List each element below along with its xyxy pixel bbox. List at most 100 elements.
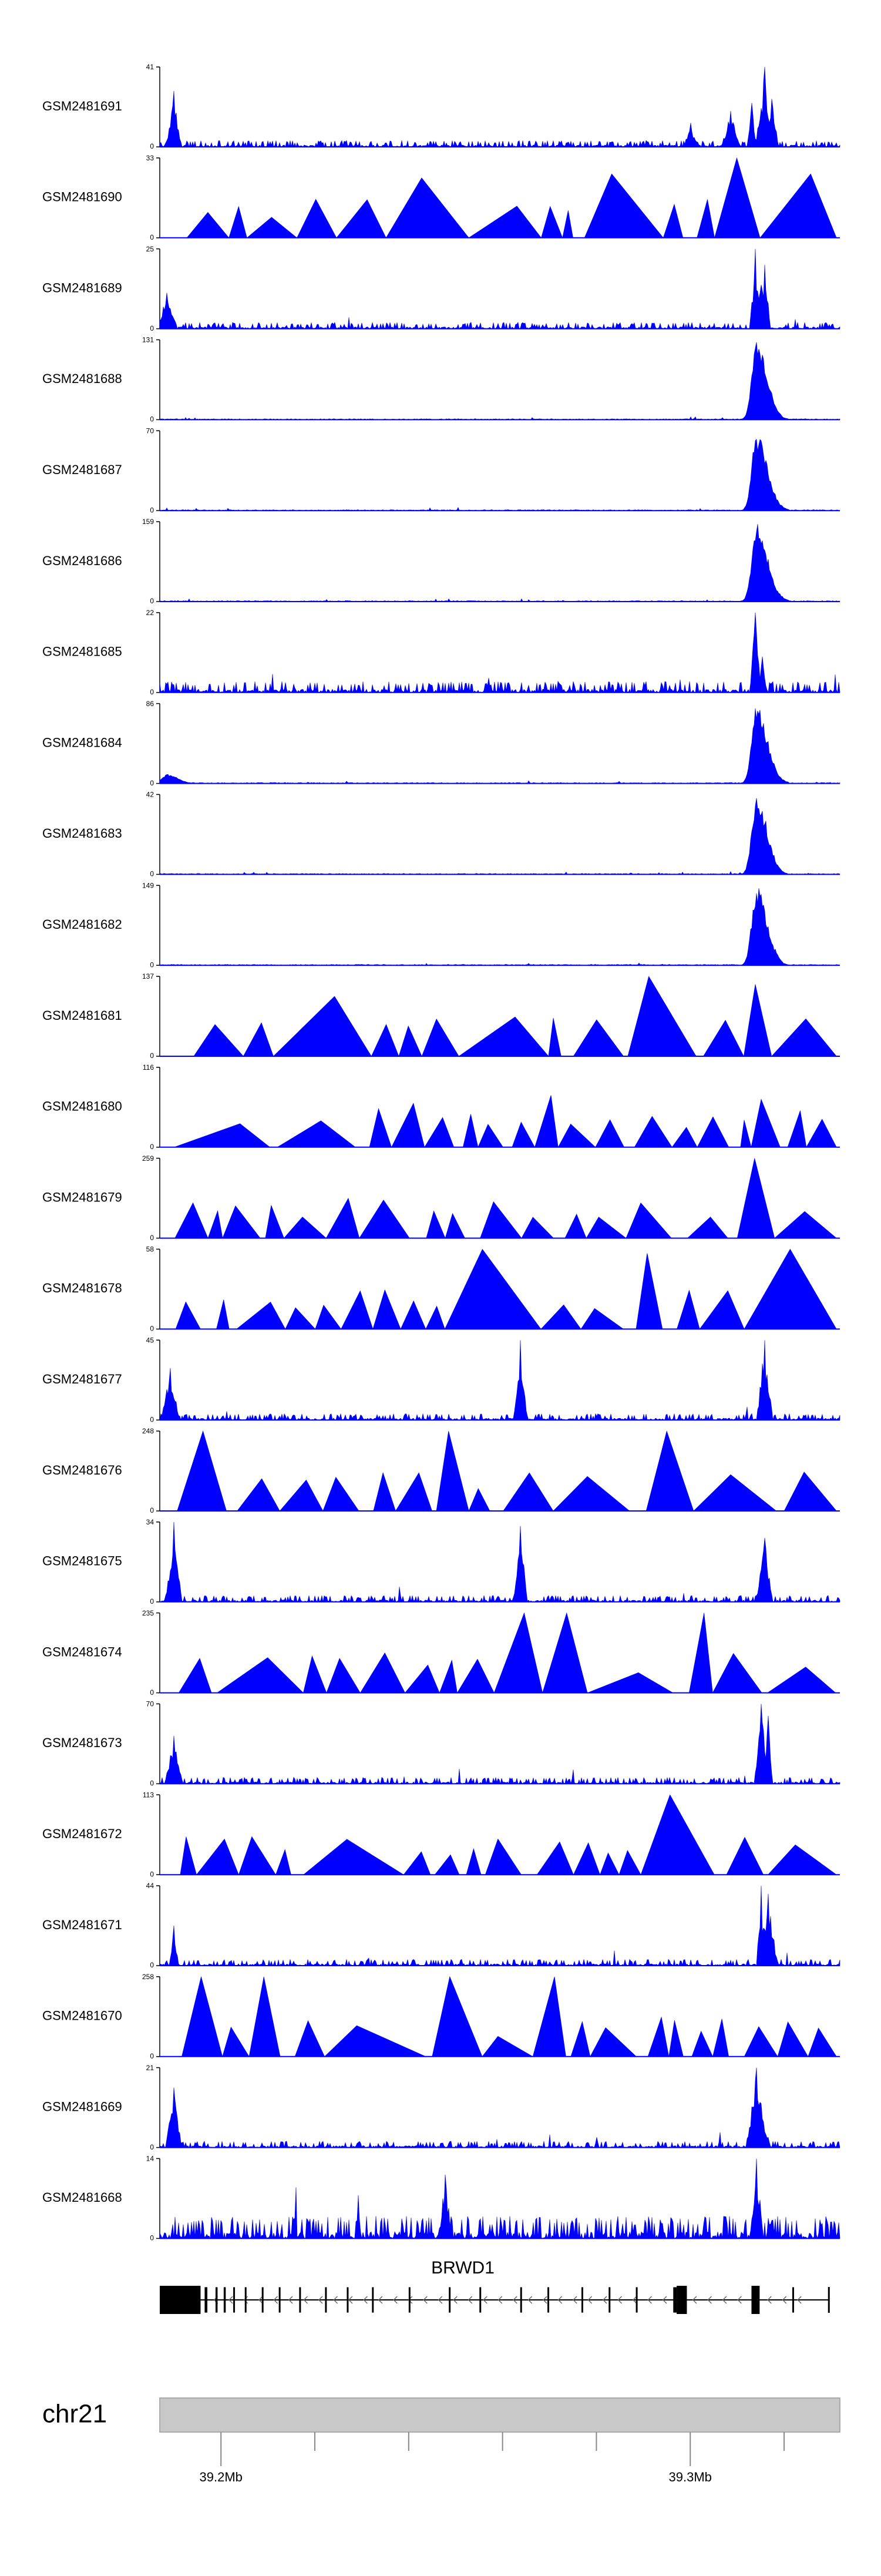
exon-block <box>608 2287 611 2313</box>
strand-arrow <box>767 2296 772 2304</box>
coverage-area <box>159 1340 840 1421</box>
coverage-area <box>160 1158 840 1239</box>
coverage-area <box>159 2067 840 2148</box>
track-label: GSM2481687 <box>42 462 122 477</box>
y-max-label: 149 <box>142 881 154 889</box>
strand-arrow <box>557 2296 563 2304</box>
y-min-label: 0 <box>150 870 154 878</box>
chromosome-label: chr21 <box>42 2400 107 2429</box>
exon-block <box>215 2287 218 2313</box>
coverage-area <box>160 1430 840 1512</box>
y-max-label: 248 <box>142 1427 154 1435</box>
strand-arrow <box>707 2296 712 2304</box>
y-min-label: 0 <box>150 1688 154 1697</box>
track-label: GSM2481674 <box>42 1644 122 1659</box>
exon-block <box>244 2287 247 2313</box>
y-min-label: 0 <box>150 1325 154 1333</box>
track-label: GSM2481682 <box>42 917 122 932</box>
y-max-label: 33 <box>146 154 154 162</box>
y-min-label: 0 <box>150 2052 154 2060</box>
y-min-label: 0 <box>150 1415 154 1423</box>
y-max-label: 22 <box>146 609 154 617</box>
exon-block <box>299 2287 301 2313</box>
y-max-label: 137 <box>142 972 154 980</box>
y-max-label: 159 <box>142 518 154 526</box>
y-min-label: 0 <box>150 1870 154 1878</box>
y-min-label: 0 <box>150 1779 154 1788</box>
track-label: GSM2481688 <box>42 371 122 386</box>
track-label: GSM2481681 <box>42 1008 122 1023</box>
track-label: GSM2481669 <box>42 2099 122 2114</box>
coverage-area <box>160 1248 840 1330</box>
track-label: GSM2481683 <box>42 826 122 841</box>
y-max-label: 58 <box>146 1245 154 1254</box>
strand-arrow <box>318 2296 323 2304</box>
y-min-label: 0 <box>150 1052 154 1060</box>
track-label: GSM2481677 <box>42 1372 122 1386</box>
coverage-area <box>160 1976 840 2057</box>
gene-name-label: BRWD1 <box>431 2258 495 2278</box>
exon-block <box>223 2287 226 2313</box>
exon-block <box>278 2287 281 2313</box>
y-max-label: 113 <box>143 1791 154 1799</box>
exon-block <box>233 2287 236 2313</box>
strand-arrow <box>228 2296 233 2304</box>
strand-arrow <box>333 2296 338 2304</box>
strand-arrow <box>527 2296 533 2304</box>
coverage-area <box>159 66 840 148</box>
y-min-label: 0 <box>150 415 154 424</box>
track-label: GSM2481680 <box>42 1099 122 1114</box>
coverage-area <box>159 798 840 875</box>
strand-arrow <box>573 2296 577 2304</box>
exon-block <box>792 2287 794 2313</box>
strand-arrow <box>348 2296 353 2304</box>
track-label: GSM2481673 <box>42 1735 122 1750</box>
y-min-label: 0 <box>150 233 154 241</box>
strand-arrow <box>468 2296 473 2304</box>
coverage-area <box>159 612 840 693</box>
strand-arrow <box>288 2296 293 2304</box>
y-min-label: 0 <box>150 597 154 605</box>
y-min-label: 0 <box>150 779 154 787</box>
y-max-label: 70 <box>146 1700 154 1708</box>
track-label: GSM2481689 <box>42 280 122 295</box>
y-max-label: 45 <box>146 1336 154 1344</box>
exon-block <box>547 2287 550 2313</box>
coverage-area <box>159 2158 840 2239</box>
track-label: GSM2481691 <box>42 99 122 113</box>
track-label: GSM2481686 <box>42 553 122 568</box>
track-label: GSM2481672 <box>42 1826 122 1841</box>
axis-tick-label: 39.3Mb <box>669 2470 712 2484</box>
y-max-label: 116 <box>143 1063 154 1072</box>
track-label: GSM2481678 <box>42 1281 122 1295</box>
exon-block <box>581 2287 583 2313</box>
strand-arrow <box>438 2296 443 2304</box>
strand-arrow <box>393 2296 398 2304</box>
y-min-label: 0 <box>150 1597 154 1606</box>
y-max-label: 21 <box>146 2064 154 2072</box>
strand-arrow <box>378 2296 383 2304</box>
exon-block <box>520 2287 522 2313</box>
track-label: GSM2481670 <box>42 2009 122 2023</box>
exon-block <box>204 2287 208 2313</box>
track-label: GSM2481685 <box>42 644 122 659</box>
y-max-label: 34 <box>146 1518 154 1526</box>
strand-arrow <box>632 2296 637 2304</box>
coverage-area <box>159 1704 840 1785</box>
y-min-label: 0 <box>150 1506 154 1514</box>
y-min-label: 0 <box>150 1961 154 1969</box>
y-min-label: 0 <box>150 688 154 696</box>
coverage-area <box>159 1885 840 1966</box>
y-max-label: 235 <box>142 1609 154 1617</box>
y-min-label: 0 <box>150 1234 154 1242</box>
exon-block <box>673 2287 677 2313</box>
track-label: GSM2481668 <box>42 2190 122 2205</box>
coverage-area <box>160 1612 840 1694</box>
exon-block <box>751 2286 760 2314</box>
coverage-area <box>159 888 840 966</box>
strand-arrow <box>423 2296 428 2304</box>
y-max-label: 14 <box>146 2155 154 2163</box>
strand-arrow <box>303 2296 308 2304</box>
